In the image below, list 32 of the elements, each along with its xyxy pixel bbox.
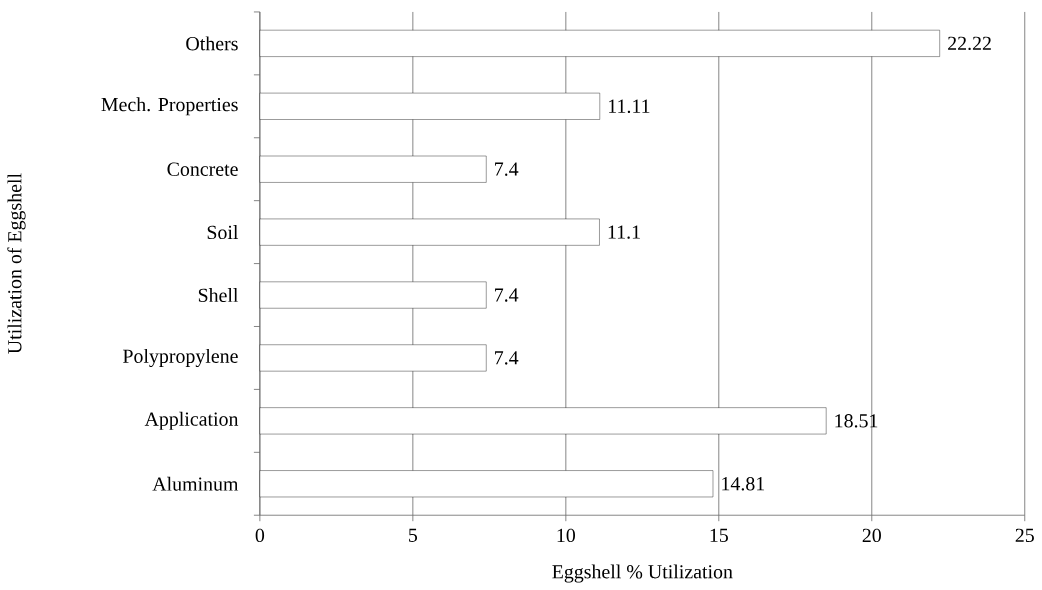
y-tick-label: Aluminum: [152, 476, 239, 491]
y-tick-label: Concrete: [167, 162, 238, 176]
data-label: 18.51: [835, 414, 878, 428]
data-label: 14.81: [722, 477, 765, 491]
data-label: 11.1: [608, 225, 640, 239]
bar: [259, 281, 487, 309]
bar: [259, 218, 600, 246]
x-tick-label: 25: [1015, 528, 1034, 543]
bar: [259, 344, 487, 372]
data-label: 22.22: [948, 36, 991, 51]
y-tick-label: Polypropylene: [123, 348, 238, 368]
bar: [259, 92, 600, 120]
y-tick-label: Mech. Properties: [101, 97, 238, 116]
y-tick-label: Soil: [207, 225, 239, 240]
bar: [259, 155, 487, 183]
x-tick-label: 10: [557, 528, 576, 543]
x-tick-label: 15: [710, 528, 728, 543]
x-tick-label: 20: [862, 528, 881, 543]
x-axis-title: Eggshell % Utilization: [552, 564, 733, 583]
y-tick-label: Shell: [198, 288, 239, 303]
y-tick-label: Application: [144, 411, 239, 430]
data-label: 7.4: [495, 288, 519, 302]
x-tick-label: 0: [255, 528, 265, 543]
data-label: 7.4: [495, 162, 519, 176]
x-tick-label: 5: [409, 528, 418, 542]
y-tick-label: Others: [186, 36, 238, 51]
y-axis-title: Utilization of Eggshell: [7, 173, 26, 354]
bar: [259, 470, 714, 498]
data-label: 11.11: [609, 99, 650, 114]
bar: [259, 407, 827, 435]
data-label: 7.4: [495, 351, 519, 365]
bar: [259, 30, 940, 57]
